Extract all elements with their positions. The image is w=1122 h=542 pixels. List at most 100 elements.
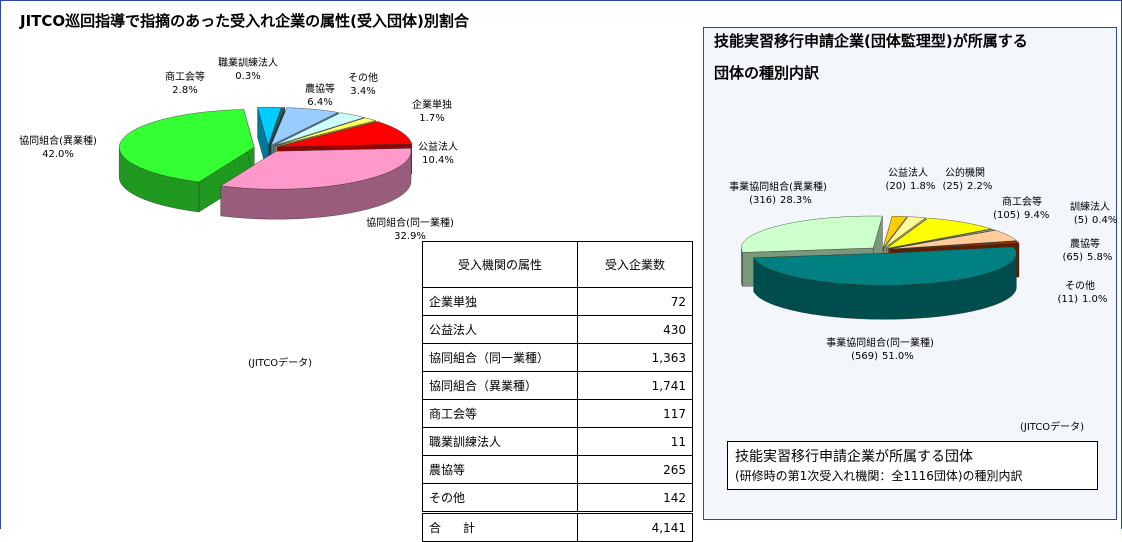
value-label: 5.8% (1087, 252, 1112, 263)
value-label: 42.0% (42, 149, 74, 160)
note: 技能実習移行申請企業が所属する団体 (735, 448, 973, 465)
count-label: (569) (851, 351, 878, 362)
table-cell: 430 (577, 315, 693, 344)
value-label: 2.2% (967, 181, 992, 192)
table-row: 受入機関の属性 受入企業数 (422, 241, 693, 288)
slice-top (273, 112, 365, 146)
count-label: (5) (1074, 215, 1088, 226)
table-cell: 72 (577, 287, 693, 316)
value-label: 51.0% (882, 351, 914, 362)
value-label: 1.0% (1082, 294, 1107, 305)
slice-label: 企業単独 (412, 98, 452, 111)
slice-label: その他 (1065, 279, 1095, 292)
chart-title: 技能実習移行申請企業(団体監理型)が所属する (714, 32, 1028, 50)
slice-label: 協同組合(同一業種) (366, 216, 454, 229)
value-label: 0.4% (1092, 215, 1117, 226)
table-row: 合計 4,141 (422, 511, 693, 542)
slice-label: その他 (348, 71, 378, 84)
chart-title: 団体の種別内訳 (714, 64, 820, 82)
table-cell: 4,141 (577, 511, 693, 542)
table-cell: 117 (577, 399, 693, 428)
table-cell: 11 (577, 427, 693, 456)
count-label: (20) (885, 181, 906, 192)
table-row: 農協等 265 (422, 455, 693, 484)
value-label: 10.4% (422, 155, 454, 166)
table-cell: 協同組合（異業種） (422, 371, 578, 400)
slice-label: 公益法人 (418, 140, 458, 153)
table-cell: 商工会等 (422, 399, 578, 428)
source: (JITCOデータ) (248, 356, 312, 369)
slice-top (119, 109, 255, 183)
slice-label: 商工会等 (1002, 195, 1042, 208)
table-row: 公益法人 430 (422, 315, 693, 344)
value-label: 2.8% (172, 85, 197, 96)
value-label: 1.7% (419, 113, 444, 124)
note-box (727, 441, 1098, 490)
table-row: 商工会等 117 (422, 399, 693, 428)
data-table: 受入機関の属性 受入企業数 企業単独 72 公益法人 430 協同組合（同一業種） 1,363… (422, 241, 693, 542)
table-cell: その他 (422, 483, 578, 513)
chart: JITCO巡回指導で指摘のあった受入れ企業の属性(受入団体)別割合 技能実習移行… (0, 0, 1122, 529)
slice-label: 職業訓練法人 (218, 56, 278, 69)
value-label: 3.4% (350, 86, 375, 97)
table-cell: 職業訓練法人 (422, 427, 578, 456)
value-label: 6.4% (307, 97, 332, 108)
slice-label: 公的機関 (945, 166, 985, 179)
count-label: (25) (942, 181, 963, 192)
slice-top (888, 229, 995, 250)
slice-label: 協同組合(異業種) (19, 134, 97, 147)
slice-top (889, 240, 1020, 250)
table-row: 協同組合（同一業種） 1,363 (422, 343, 693, 372)
table-cell: 合計 (422, 511, 578, 542)
pie-slice (119, 109, 255, 213)
slice-label: 訓練法人 (1070, 200, 1110, 213)
value-label: 0.3% (235, 71, 260, 82)
value-label: 9.4% (1024, 210, 1049, 221)
pie-slice (753, 246, 1017, 320)
slice-top (257, 106, 282, 146)
value-label: 28.3% (780, 195, 812, 206)
note: (研修時の第1次受入れ機関：全1116団体)の種別内訳 (735, 468, 1023, 483)
count-label: (105) (993, 210, 1020, 221)
pie-slice (220, 148, 412, 220)
table-cell: 受入企業数 (577, 241, 693, 288)
slice-label: 商工会等 (165, 70, 205, 83)
table-row: 職業訓練法人 11 (422, 427, 693, 456)
value-label: 1.8% (910, 181, 935, 192)
table-cell: 企業単独 (422, 287, 578, 316)
slice-top (882, 215, 908, 249)
slice-side (741, 248, 743, 288)
slice-top (741, 215, 883, 253)
count-label: (11) (1057, 294, 1078, 305)
slice-label: 公益法人 (888, 166, 928, 179)
slice-top (220, 148, 412, 190)
slice-label: 事業協同組合(同一業種) (826, 336, 934, 349)
table-cell: 農協等 (422, 455, 578, 484)
table-row: 協同組合（異業種） 1,741 (422, 371, 693, 400)
value-label: 32.9% (394, 231, 426, 242)
slice-top (270, 107, 339, 146)
slice-label: 農協等 (305, 82, 335, 95)
table-cell: 265 (577, 455, 693, 484)
table-cell: 公益法人 (422, 315, 578, 344)
slice-top (268, 107, 286, 146)
slice-label: 農協等 (1070, 237, 1100, 250)
slice-top (277, 121, 413, 148)
count-label: (316) (749, 195, 776, 206)
count-label: (65) (1062, 252, 1083, 263)
slice-top (753, 246, 1017, 286)
slice-top (275, 117, 377, 147)
table-cell: 1,741 (577, 371, 693, 400)
table-cell: 受入機関の属性 (422, 241, 578, 288)
slice-label: 事業協同組合(異業種) (729, 180, 827, 193)
slice-top (883, 216, 927, 249)
table-row: 企業単独 72 (422, 287, 693, 316)
source: (JITCOデータ) (1020, 420, 1084, 433)
table-cell: 協同組合（同一業種） (422, 343, 578, 372)
slice-top (889, 230, 1017, 250)
slice-top (886, 217, 992, 249)
table-row: その他 142 (422, 483, 693, 513)
table-cell: 142 (577, 483, 693, 513)
chart-title: JITCO巡回指導で指摘のあった受入れ企業の属性(受入団体)別割合 (19, 12, 470, 30)
